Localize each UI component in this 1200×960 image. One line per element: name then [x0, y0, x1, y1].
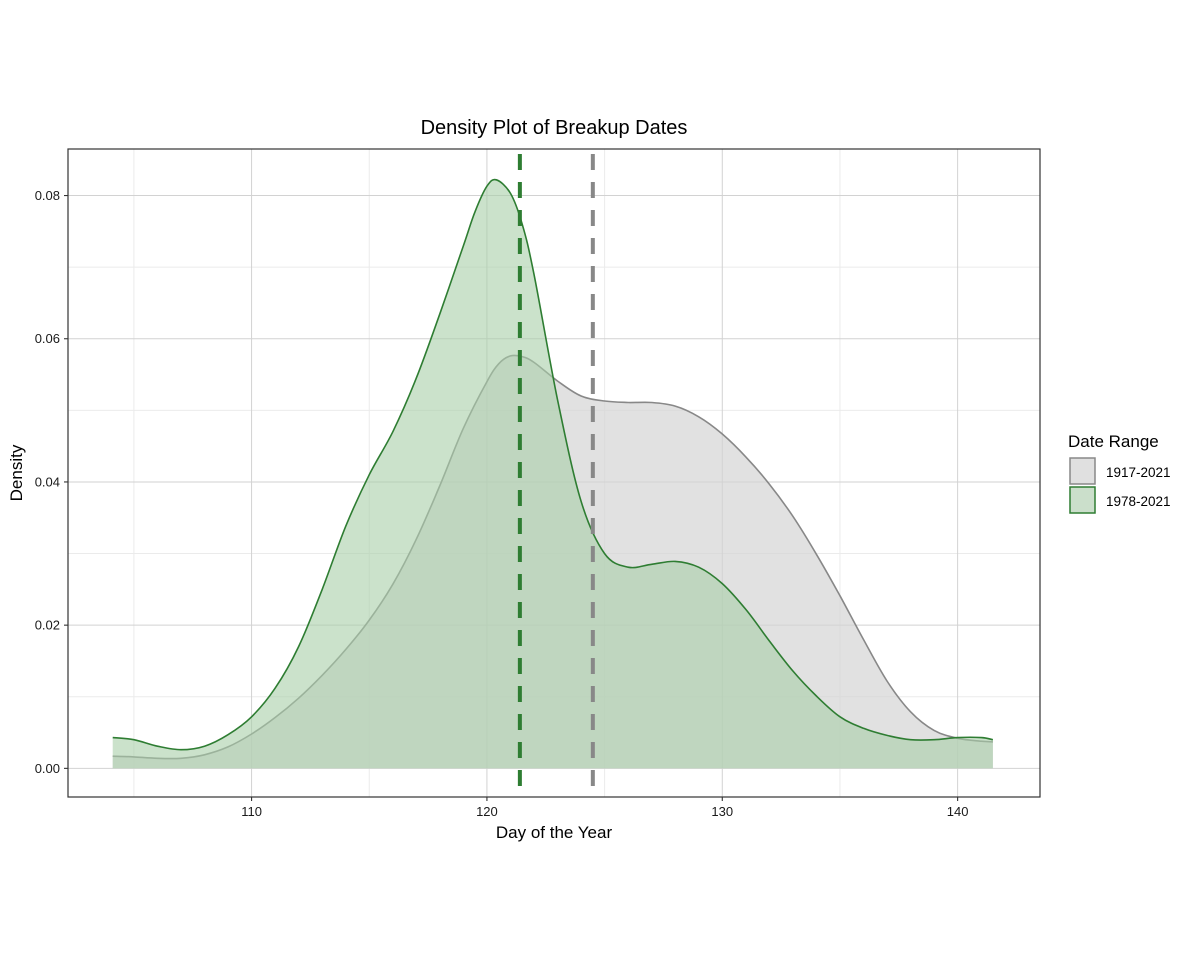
x-tick-label: 130	[711, 804, 733, 819]
panel-border	[67, 148, 1041, 798]
y-axis-title: Density	[7, 444, 26, 501]
legend-label: 1978-2021	[1106, 494, 1171, 509]
density-areas	[112, 178, 994, 769]
x-axis: 110 120 130 140	[241, 797, 968, 819]
plot-panel	[67, 148, 1041, 798]
density-area-1978-2021	[112, 179, 993, 769]
legend-title: Date Range	[1068, 432, 1159, 451]
legend-item-1978-2021: 1978-2021	[1069, 486, 1171, 514]
x-axis-title: Day of the Year	[496, 823, 613, 842]
y-tick-label: 0.08	[35, 188, 60, 203]
y-tick-label: 0.04	[35, 474, 60, 489]
x-tick-label: 120	[476, 804, 498, 819]
x-tick-label: 140	[947, 804, 969, 819]
y-tick-label: 0.02	[35, 618, 60, 633]
x-tick-label: 110	[241, 804, 262, 819]
chart-title: Density Plot of Breakup Dates	[421, 117, 688, 139]
legend-item-1917-2021: 1917-2021	[1069, 457, 1171, 485]
legend-swatch-gray	[1069, 457, 1096, 485]
legend-swatch-green	[1069, 486, 1096, 514]
legend-label: 1917-2021	[1106, 465, 1171, 480]
mean-lines	[517, 154, 595, 797]
density-curve-1978-2021	[112, 178, 994, 751]
y-tick-label: 0.06	[35, 331, 60, 346]
y-tick-label: 0.00	[35, 761, 60, 776]
y-axis: 0.00 0.02 0.04 0.06 0.08	[35, 188, 68, 776]
legend: Date Range 1917-2021 1978-2021	[1068, 432, 1171, 514]
